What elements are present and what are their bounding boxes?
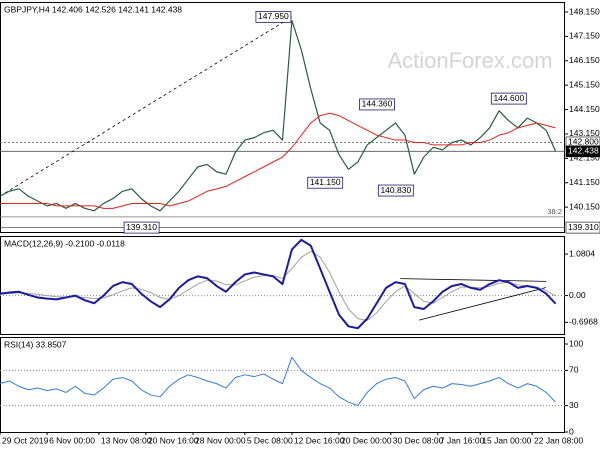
- x-tick-label: 6 Nov 00:00: [49, 435, 95, 445]
- panel-title: GBPJPY,H4 142.406 142.526 142.141 142.43…: [4, 4, 182, 14]
- y-tick-label: 142.150: [569, 153, 600, 163]
- series-line: [0, 356, 556, 407]
- series-line: [0, 250, 556, 322]
- trendline: [400, 278, 547, 282]
- annotation-label: 144.360: [362, 99, 393, 109]
- annotation-label: 141.150: [310, 177, 341, 187]
- annotation-box: [490, 92, 527, 105]
- y-tick-label: 143.150: [569, 128, 600, 138]
- y-tick-label: 30: [569, 400, 579, 410]
- x-tick-label: 20 Dec 00:00: [341, 435, 392, 445]
- y-tick-label: 144.150: [569, 104, 600, 114]
- panel-title: RSI(14) 33.8507: [4, 339, 67, 349]
- series-line: [0, 112, 556, 209]
- y-tick-label: 145.150: [569, 79, 600, 89]
- x-tick-label: 12 Dec 16:00: [294, 435, 345, 445]
- y-tick-label: -0.6968: [569, 317, 598, 327]
- y-tick-label: 70: [569, 365, 579, 375]
- x-tick-label: 22 Jan 08:00: [534, 435, 583, 445]
- panel-frame: [0, 236, 565, 335]
- annotation-label: 144.600: [493, 93, 524, 103]
- x-tick-label: 20 Nov 16:00: [148, 435, 199, 445]
- y-tick-label: 147.150: [569, 31, 600, 41]
- watermark: ActionForex.com: [387, 48, 552, 73]
- y-tick-label: 148.150: [569, 6, 600, 16]
- annotation-label: 147.950: [258, 11, 289, 21]
- y-tick-label: 100: [569, 338, 583, 348]
- y-tick-label: 1.0804: [569, 248, 595, 258]
- annotation-box: [377, 184, 414, 197]
- x-tick-label: 13 Nov 08:00: [101, 435, 152, 445]
- x-tick-label: 7 Jan 16:00: [440, 435, 485, 445]
- series-line: [0, 238, 557, 330]
- annotation-box: [123, 221, 160, 234]
- y-tick-label: 0.00: [569, 290, 586, 300]
- annotation-label: 139.310: [126, 222, 157, 232]
- annotation-label: 140.830: [380, 185, 411, 195]
- trendline: [418, 287, 547, 321]
- x-tick-label: 15 Jan 00:00: [482, 435, 531, 445]
- panel-title: MACD(12,26,9) -0.2100 -0.0118: [4, 238, 125, 248]
- price-level-box: [565, 145, 600, 158]
- annotation-box: [307, 176, 344, 189]
- fib-label: 38.2: [547, 207, 562, 216]
- price-level-label: 139.310: [568, 222, 599, 232]
- annotation-box: [359, 98, 395, 111]
- panel-frame: [0, 2, 565, 233]
- panel-frame: [0, 337, 565, 433]
- y-tick-label: 141.150: [569, 177, 600, 187]
- y-tick-label: 0: [569, 426, 574, 436]
- price-level-box: [565, 221, 600, 234]
- x-tick-label: 28 Nov 00:00: [195, 435, 246, 445]
- y-tick-label: 140.150: [569, 201, 600, 211]
- series-line: [0, 19, 557, 212]
- price-level-label: 142.438: [568, 146, 599, 156]
- price-level-label: 142.800: [568, 137, 599, 147]
- annotation-box: [255, 10, 292, 23]
- x-tick-label: 30 Dec 08:00: [393, 435, 444, 445]
- x-tick-label: 5 Dec 08:00: [247, 435, 293, 445]
- y-tick-label: 146.150: [569, 55, 600, 65]
- x-tick-label: 29 Oct 2019: [2, 435, 49, 445]
